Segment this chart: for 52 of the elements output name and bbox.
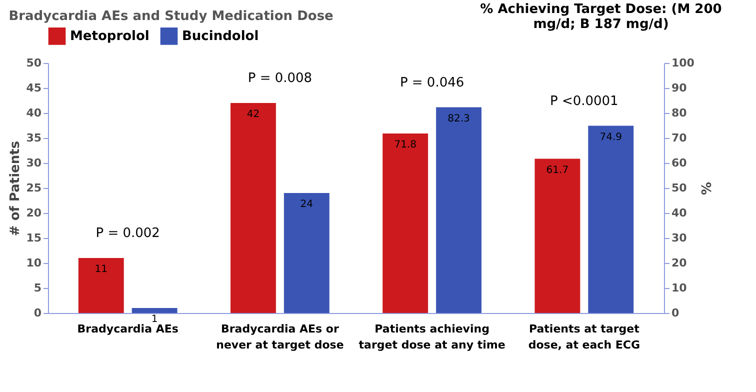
y-tick-label: 10 bbox=[26, 256, 42, 270]
legend-label: Bucindolol bbox=[182, 29, 259, 44]
y2-tick-label: 30 bbox=[672, 232, 688, 244]
y2-tick-label: 100 bbox=[672, 56, 695, 70]
y2-tick-label: 50 bbox=[672, 182, 688, 194]
x-tick-label: Bradycardia AEs bbox=[77, 322, 179, 336]
y2-axis-title: % bbox=[697, 182, 712, 196]
chart-subtitle: % Achieving Target Dose: (M 200 mg/d; B 187 mg/d) bbox=[479, 2, 723, 32]
y-tick-label: 5 bbox=[34, 282, 42, 294]
x-tick-label: Patients achieving target dose at any time bbox=[358, 322, 506, 352]
y2-tick-label: 0 bbox=[672, 306, 680, 320]
y-tick-label: 30 bbox=[26, 156, 42, 170]
chart-title: Bradycardia AEs and Study Medication Dose bbox=[8, 9, 334, 24]
annotation: P = 0.002 bbox=[96, 226, 160, 241]
y-tick-label: 20 bbox=[26, 206, 42, 220]
y2-tick-label: 40 bbox=[672, 206, 688, 220]
data-label: 74.9 bbox=[600, 132, 622, 143]
x-tick-label: Patients at target dose, at each ECG bbox=[528, 322, 640, 352]
bar bbox=[284, 193, 330, 313]
y-tick-label: 50 bbox=[26, 56, 42, 70]
bar bbox=[78, 258, 124, 313]
bar bbox=[382, 134, 428, 313]
y-tick-label: 15 bbox=[26, 232, 42, 244]
y2-tick-label: 80 bbox=[672, 106, 688, 120]
bar bbox=[132, 308, 178, 313]
annotation: P = 0.008 bbox=[248, 71, 312, 86]
y-tick-label: 25 bbox=[26, 182, 42, 194]
data-label: 71.8 bbox=[394, 140, 416, 150]
bar bbox=[588, 126, 634, 313]
y2-tick-label: 20 bbox=[672, 256, 688, 270]
data-label: 11 bbox=[94, 264, 108, 275]
data-label: 24 bbox=[300, 199, 314, 210]
y2-tick-label: 10 bbox=[672, 282, 688, 294]
y-tick-label: 35 bbox=[26, 132, 42, 144]
annotation: P <0.0001 bbox=[550, 94, 618, 109]
y2-tick-label: 90 bbox=[672, 82, 688, 94]
bar bbox=[534, 158, 580, 313]
y-tick-label: 45 bbox=[26, 82, 42, 94]
y-axis-title: # of Patients bbox=[8, 140, 24, 236]
bar bbox=[436, 107, 482, 313]
y2-tick-label: 60 bbox=[672, 156, 688, 170]
y2-tick-label: 70 bbox=[672, 132, 688, 144]
data-label: 42 bbox=[246, 109, 260, 120]
y-tick-label: 40 bbox=[26, 106, 42, 120]
legend-label: Metoprolol bbox=[70, 29, 150, 44]
data-label: 1 bbox=[151, 314, 158, 325]
data-label: 61.7 bbox=[546, 164, 569, 176]
y-tick-label: 0 bbox=[34, 306, 42, 320]
data-label: 82.3 bbox=[448, 113, 470, 124]
annotation: P = 0.046 bbox=[400, 75, 464, 90]
x-tick-label: Bradycardia AEs or never at target dose bbox=[216, 322, 344, 352]
bar bbox=[230, 103, 276, 313]
